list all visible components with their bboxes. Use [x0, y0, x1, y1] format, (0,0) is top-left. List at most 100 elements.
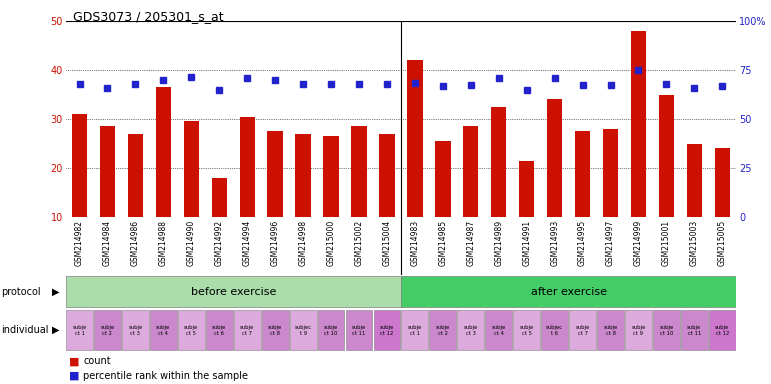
Bar: [631, 31, 646, 217]
Text: GSM214999: GSM214999: [634, 220, 643, 266]
Text: GSM214995: GSM214995: [578, 220, 587, 266]
Bar: [435, 141, 450, 217]
Bar: [658, 94, 674, 217]
Text: GSM215004: GSM215004: [382, 220, 392, 266]
Text: subje
ct 7: subje ct 7: [240, 325, 254, 336]
Text: GSM214997: GSM214997: [606, 220, 615, 266]
Bar: [261, 310, 288, 350]
Text: subje
ct 5: subje ct 5: [520, 325, 534, 336]
Bar: [709, 310, 736, 350]
Bar: [156, 87, 171, 217]
Text: ■: ■: [69, 371, 80, 381]
Bar: [72, 114, 87, 217]
Text: GSM214993: GSM214993: [550, 220, 559, 266]
Text: GSM214982: GSM214982: [75, 220, 84, 266]
Text: subje
ct 9: subje ct 9: [631, 325, 645, 336]
Text: GSM214988: GSM214988: [159, 220, 168, 266]
Bar: [66, 310, 93, 350]
Text: subje
ct 7: subje ct 7: [575, 325, 590, 336]
Bar: [373, 310, 400, 350]
Bar: [211, 178, 227, 217]
Bar: [597, 310, 624, 350]
Text: GSM215003: GSM215003: [690, 220, 699, 266]
Bar: [681, 310, 708, 350]
Text: GSM214989: GSM214989: [494, 220, 503, 266]
Bar: [687, 144, 702, 217]
Text: GSM214998: GSM214998: [298, 220, 308, 266]
Text: GSM214987: GSM214987: [466, 220, 475, 266]
Text: subje
ct 8: subje ct 8: [604, 325, 618, 336]
Text: subje
ct 2: subje ct 2: [100, 325, 115, 336]
Bar: [206, 310, 233, 350]
Text: subje
ct 12: subje ct 12: [380, 325, 394, 336]
Bar: [547, 99, 562, 217]
Text: subje
ct 2: subje ct 2: [436, 325, 450, 336]
Text: ▶: ▶: [52, 287, 59, 297]
Bar: [128, 134, 143, 217]
Text: GSM214992: GSM214992: [215, 220, 224, 266]
Bar: [268, 131, 283, 217]
Text: GSM214990: GSM214990: [187, 220, 196, 266]
Bar: [463, 126, 479, 217]
Bar: [653, 310, 680, 350]
Text: subje
ct 4: subje ct 4: [157, 325, 170, 336]
Bar: [150, 310, 177, 350]
Bar: [575, 131, 591, 217]
Text: GSM214996: GSM214996: [271, 220, 280, 266]
Bar: [94, 310, 121, 350]
Text: individual: individual: [2, 325, 49, 335]
Text: percentile rank within the sample: percentile rank within the sample: [83, 371, 248, 381]
Text: ■: ■: [69, 356, 80, 366]
Bar: [290, 310, 317, 350]
Text: subje
ct 12: subje ct 12: [715, 325, 729, 336]
Text: GSM215001: GSM215001: [662, 220, 671, 266]
Bar: [429, 310, 456, 350]
Text: GSM214994: GSM214994: [243, 220, 251, 266]
Bar: [183, 121, 199, 217]
Bar: [407, 60, 423, 217]
Bar: [541, 310, 568, 350]
Text: GSM214983: GSM214983: [410, 220, 419, 266]
Bar: [491, 107, 507, 217]
Text: GSM215000: GSM215000: [327, 220, 335, 266]
Text: subje
ct 11: subje ct 11: [352, 325, 366, 336]
Bar: [295, 134, 311, 217]
Bar: [513, 310, 540, 350]
Bar: [99, 126, 115, 217]
Text: subje
ct 8: subje ct 8: [268, 325, 282, 336]
Text: subjec
t 9: subjec t 9: [295, 325, 311, 336]
Bar: [352, 126, 367, 217]
Text: protocol: protocol: [2, 287, 41, 297]
Bar: [625, 310, 652, 350]
Text: subje
ct 6: subje ct 6: [212, 325, 227, 336]
Bar: [318, 310, 345, 350]
Bar: [485, 310, 512, 350]
Bar: [323, 136, 338, 217]
Text: subjec
t 6: subjec t 6: [546, 325, 563, 336]
Bar: [715, 149, 730, 217]
Text: ▶: ▶: [52, 325, 59, 335]
Bar: [457, 310, 484, 350]
Bar: [122, 310, 149, 350]
Text: subje
ct 5: subje ct 5: [184, 325, 198, 336]
Bar: [569, 310, 596, 350]
Text: subje
ct 11: subje ct 11: [687, 325, 702, 336]
Text: GSM214986: GSM214986: [131, 220, 140, 266]
Text: GSM214985: GSM214985: [439, 220, 447, 266]
Text: subje
ct 1: subje ct 1: [408, 325, 422, 336]
Bar: [519, 161, 534, 217]
Bar: [234, 310, 261, 350]
Bar: [603, 129, 618, 217]
Text: count: count: [83, 356, 111, 366]
Text: subje
ct 3: subje ct 3: [463, 325, 478, 336]
Text: before exercise: before exercise: [190, 287, 276, 297]
Text: subje
ct 10: subje ct 10: [659, 325, 674, 336]
Text: subje
ct 3: subje ct 3: [128, 325, 143, 336]
Text: subje
ct 1: subje ct 1: [72, 325, 86, 336]
Text: GSM215005: GSM215005: [718, 220, 727, 266]
Bar: [66, 276, 401, 307]
Bar: [401, 276, 736, 307]
Text: subje
ct 4: subje ct 4: [492, 325, 506, 336]
Text: GSM214991: GSM214991: [522, 220, 531, 266]
Text: subje
ct 10: subje ct 10: [324, 325, 338, 336]
